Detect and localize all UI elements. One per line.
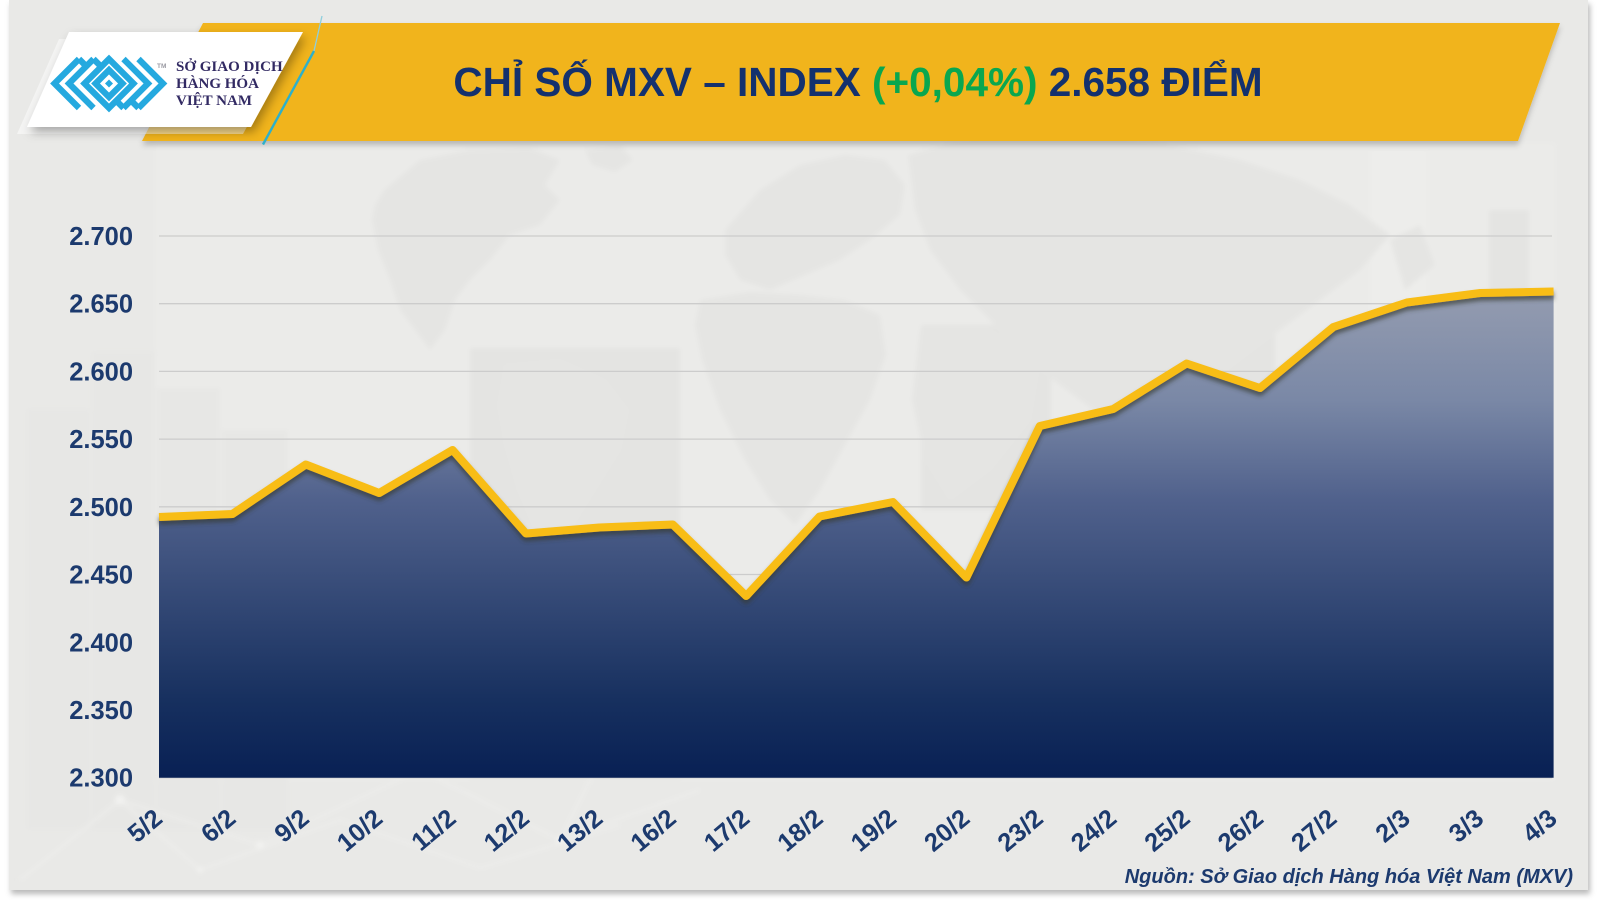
svg-text:2.400: 2.400: [69, 629, 133, 657]
svg-text:VIỆT NAM: VIỆT NAM: [176, 92, 252, 109]
svg-text:2.600: 2.600: [69, 358, 133, 386]
svg-text:2.700: 2.700: [69, 223, 133, 251]
svg-text:CHỈ SỐ MXV – INDEX (+0,04%) 2.: CHỈ SỐ MXV – INDEX (+0,04%) 2.658 ĐIỂM: [453, 58, 1262, 105]
svg-text:TM: TM: [157, 63, 166, 70]
svg-text:SỞ GIAO DỊCH: SỞ GIAO DỊCH: [176, 58, 283, 75]
svg-text:2.450: 2.450: [69, 562, 133, 590]
svg-text:2.350: 2.350: [69, 697, 133, 725]
svg-text:2.500: 2.500: [69, 494, 133, 522]
svg-text:2.300: 2.300: [69, 765, 133, 793]
svg-text:HÀNG HÓA: HÀNG HÓA: [176, 75, 259, 92]
svg-text:2.550: 2.550: [69, 426, 133, 454]
svg-text:2.650: 2.650: [69, 291, 133, 319]
svg-text:Nguồn: Sở Giao dịch Hàng hóa V: Nguồn: Sở Giao dịch Hàng hóa Việt Nam (M…: [1125, 866, 1574, 888]
